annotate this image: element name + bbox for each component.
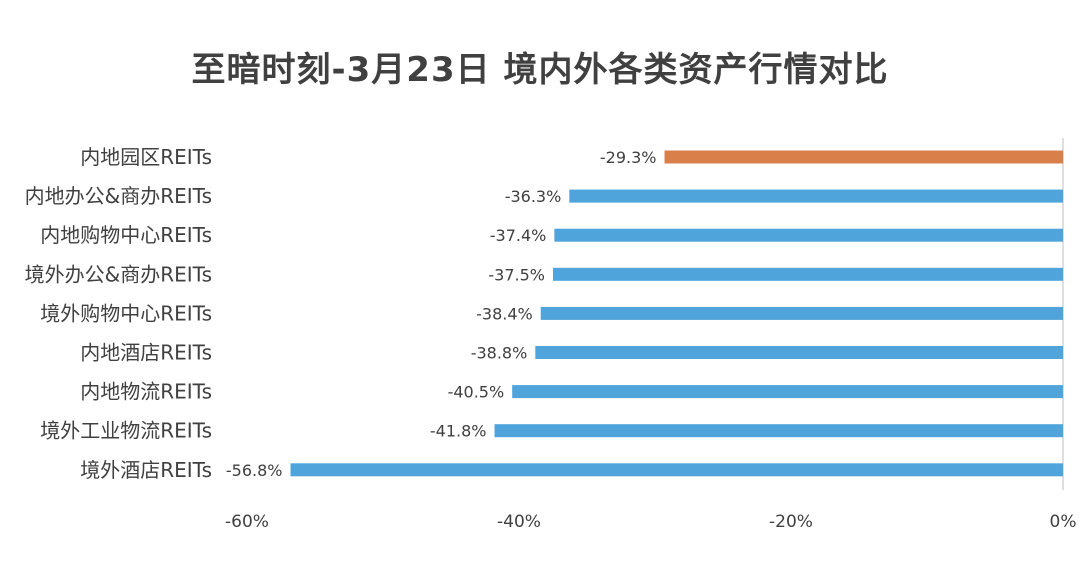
data-label-1: -36.3% (505, 187, 562, 206)
data-label-5: -38.8% (471, 344, 528, 363)
bar-2 (554, 228, 1063, 242)
chart-title: 至暗时刻-3月23日 境内外各类资产行情对比 (191, 50, 889, 90)
bar-1 (569, 189, 1063, 203)
bar-5 (535, 346, 1063, 359)
category-label-8: 境外酒店REITs (80, 458, 212, 482)
bar-3 (553, 267, 1063, 281)
data-label-7: -41.8% (430, 422, 487, 441)
data-label-3: -37.5% (488, 265, 545, 284)
category-label-7: 境外工业物流REITs (40, 419, 212, 443)
data-label-0: -29.3% (600, 148, 657, 167)
bar-8 (290, 463, 1063, 477)
category-label-2: 内地购物中心REITs (40, 223, 212, 247)
data-label-8: -56.8% (226, 461, 283, 480)
category-label-3: 境外办公&商办REITs (25, 262, 212, 286)
bar-6 (512, 385, 1063, 399)
bar-0 (664, 150, 1063, 164)
x-tick-label-1: -40% (497, 512, 541, 532)
category-label-4: 境外购物中心REITs (40, 301, 212, 325)
category-label-5: 内地酒店REITs (80, 341, 212, 365)
category-label-6: 内地物流REITs (80, 380, 212, 404)
data-label-2: -37.4% (490, 226, 547, 245)
x-tick-label-0: -60% (225, 512, 269, 532)
bar-7 (494, 424, 1063, 438)
category-label-1: 内地办公&商办REITs (25, 184, 212, 208)
bar-4 (540, 306, 1063, 320)
category-label-0: 内地园区REITs (80, 145, 212, 169)
data-label-6: -40.5% (448, 383, 505, 402)
data-label-4: -38.4% (476, 304, 533, 323)
x-tick-label-3: 0% (1050, 512, 1077, 532)
x-tick-label-2: -20% (769, 512, 813, 532)
